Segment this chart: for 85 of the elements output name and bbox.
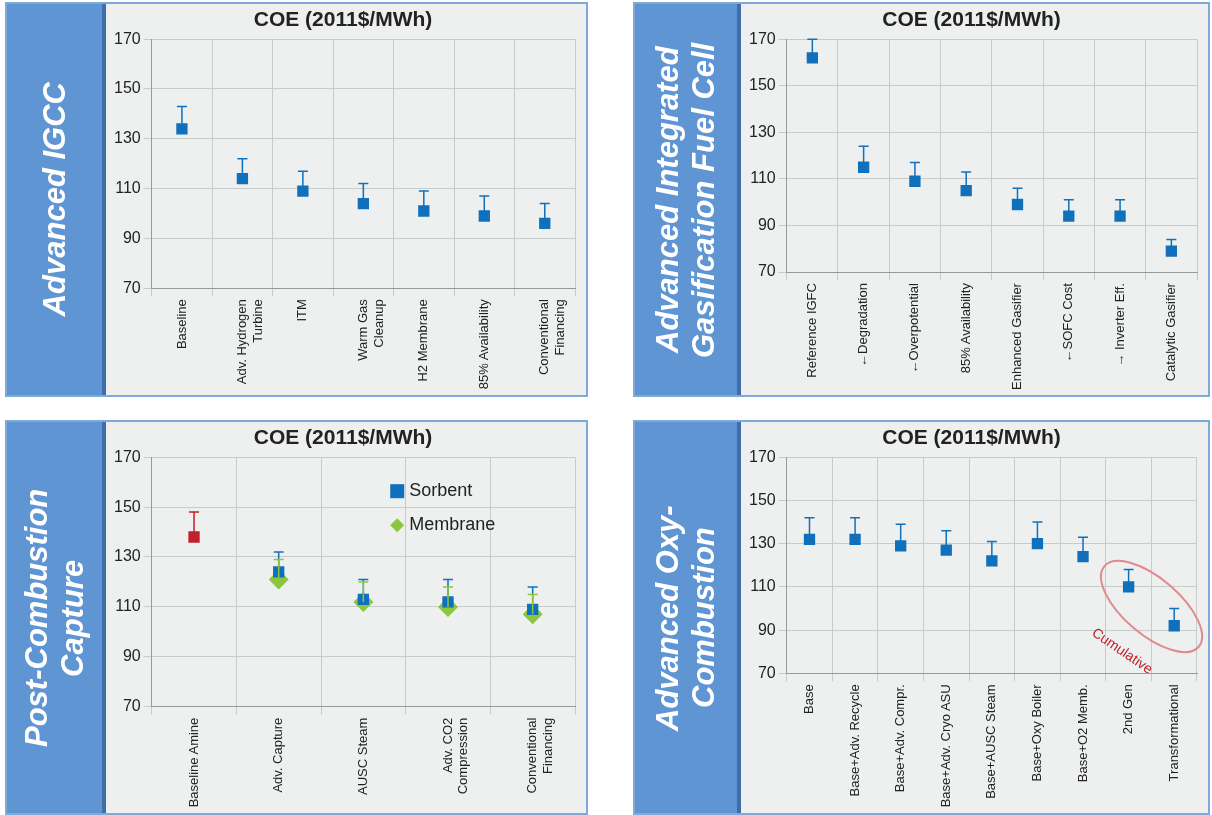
point xyxy=(895,540,907,552)
y-axis-title: Post-Combustion Capture xyxy=(18,487,91,749)
x-tick-label: Adv. Hydrogen Turbine xyxy=(233,299,265,385)
x-tick-label: Base+Adv. Compr. xyxy=(892,684,908,793)
point xyxy=(1165,245,1178,257)
x-tick-label: Adv. CO2 Compression xyxy=(439,717,471,795)
y-axis-title: Advanced Integrated Gasification Fuel Cell xyxy=(650,40,722,360)
point xyxy=(857,161,870,173)
y-tick-label: 110 xyxy=(750,169,776,187)
x-tick-label: ←SOFC Cost xyxy=(1060,282,1076,363)
point xyxy=(909,175,921,187)
legend-label: Membrane xyxy=(409,514,496,535)
y-tick-label: 170 xyxy=(748,447,776,465)
y-tick-label: 130 xyxy=(748,534,776,552)
x-tick-label: H2 Membrane xyxy=(415,299,431,382)
x-tick-label: Base+AUSC Steam xyxy=(983,684,999,799)
y-tick-label: 130 xyxy=(113,547,141,565)
y-tick-label: 170 xyxy=(113,29,141,47)
x-tick-label: Base+Oxy Boiler xyxy=(1029,683,1045,782)
x-tick-label: 85% Availability xyxy=(475,298,491,390)
x-tick-label: ITM xyxy=(294,299,310,322)
y-tick-label: 150 xyxy=(113,79,141,97)
y-tick-label: 110 xyxy=(115,179,141,196)
point xyxy=(1011,198,1024,211)
y-tick-label: 70 xyxy=(757,262,776,280)
x-tick-label: Warm Gas Cleanup xyxy=(354,298,386,361)
x-tick-label: Catalytic Gasifier xyxy=(1162,282,1178,382)
point xyxy=(176,123,188,135)
x-tick-label: Conventional Financing xyxy=(524,717,555,794)
point xyxy=(806,52,818,64)
point xyxy=(297,185,309,197)
point xyxy=(478,210,490,222)
y-tick-label: 170 xyxy=(113,447,141,465)
x-tick-label: AUSC Steam xyxy=(354,717,370,795)
y-tick-label: 90 xyxy=(122,647,141,665)
chart-title: COE (2011$/MWh) xyxy=(253,7,433,31)
chart-title: COE (2011$/MWh) xyxy=(253,425,433,449)
x-tick-label: Conventional Financing xyxy=(536,299,567,376)
y-axis-title: Advanced Oxy-Combustion xyxy=(650,503,722,733)
x-tick-label: Enhanced Gasifier xyxy=(1009,282,1025,390)
point xyxy=(986,555,998,567)
point xyxy=(273,566,285,578)
point xyxy=(188,531,200,543)
y-tick-label: 90 xyxy=(122,228,141,246)
y-tick-label: 150 xyxy=(748,490,776,508)
y-tick-label: 150 xyxy=(113,497,141,515)
point xyxy=(803,533,816,545)
x-tick-label: Base+Adv. Cryo ASU xyxy=(937,684,953,808)
y-tick-label: 90 xyxy=(757,620,776,638)
x-tick-label: Transformational xyxy=(1165,684,1181,782)
x-tick-label: Baseline Amine xyxy=(185,717,201,808)
chart-title: COE (2011$/MWh) xyxy=(882,7,1061,31)
point xyxy=(357,197,370,210)
point xyxy=(849,533,861,545)
x-tick-label: → Inverter Eff. xyxy=(1111,283,1127,367)
point xyxy=(1031,538,1044,550)
y-tick-label: 130 xyxy=(748,122,776,140)
y-tick-label: 70 xyxy=(122,278,141,296)
point xyxy=(236,172,249,185)
x-tick-label: Baseline xyxy=(173,299,189,350)
y-tick-label: 150 xyxy=(748,76,776,94)
x-tick-label: Base+Adv. Recycle xyxy=(846,684,862,797)
x-tick-label: ←Degradation xyxy=(855,283,871,367)
point xyxy=(940,544,952,556)
x-tick-label: ←Overpotential xyxy=(906,282,922,374)
y-axis-title: Advanced IGCC xyxy=(36,82,73,317)
x-tick-label: 2nd Gen xyxy=(1120,684,1136,735)
point xyxy=(1077,550,1089,563)
x-tick-label: Base xyxy=(801,684,817,714)
x-tick-label: Reference IGFC xyxy=(803,283,819,378)
y-tick-label: 90 xyxy=(757,215,776,233)
y-tick-label: 70 xyxy=(122,697,141,715)
x-tick-label: Adv. Capture xyxy=(270,717,286,793)
x-tick-label: Base+O2 Memb. xyxy=(1074,684,1090,783)
chart-title: COE (2011$/MWh) xyxy=(882,425,1061,449)
y-tick-label: 110 xyxy=(750,577,776,595)
y-tick-label: 170 xyxy=(748,29,776,47)
x-tick-label: 85% Availability xyxy=(957,282,973,374)
point xyxy=(418,205,430,217)
point xyxy=(1122,581,1135,593)
point xyxy=(1114,210,1126,222)
y-tick-label: 130 xyxy=(113,129,141,147)
y-tick-label: 70 xyxy=(757,663,776,681)
legend-label: Sorbent xyxy=(409,480,473,501)
y-tick-label: 110 xyxy=(115,597,141,615)
